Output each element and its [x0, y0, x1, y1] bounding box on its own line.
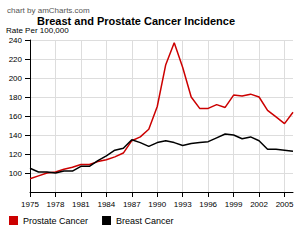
svg-text:1993: 1993	[174, 200, 192, 209]
svg-text:2005: 2005	[276, 200, 294, 209]
svg-text:120: 120	[9, 150, 23, 159]
svg-text:1996: 1996	[199, 200, 217, 209]
svg-text:220: 220	[9, 55, 23, 64]
svg-text:140: 140	[9, 131, 23, 140]
svg-text:1987: 1987	[123, 200, 141, 209]
svg-text:2002: 2002	[250, 200, 268, 209]
svg-text:180: 180	[9, 93, 23, 102]
svg-text:240: 240	[9, 36, 23, 45]
svg-text:1978: 1978	[47, 200, 65, 209]
svg-text:Rate Per 100,000: Rate Per 100,000	[6, 26, 69, 35]
svg-text:100: 100	[9, 169, 23, 178]
svg-text:1981: 1981	[72, 200, 90, 209]
svg-text:1975: 1975	[21, 200, 39, 209]
svg-text:1984: 1984	[97, 200, 115, 209]
svg-text:Prostate Cancer: Prostate Cancer	[23, 216, 88, 226]
svg-text:200: 200	[9, 74, 23, 83]
svg-text:1990: 1990	[148, 200, 166, 209]
svg-text:Breast and Prostate Cancer Inc: Breast and Prostate Cancer Incidence	[37, 15, 235, 27]
svg-text:160: 160	[9, 112, 23, 121]
svg-text:chart by amCharts.com: chart by amCharts.com	[7, 6, 90, 15]
svg-text:Breast Cancer: Breast Cancer	[116, 216, 174, 226]
svg-text:1999: 1999	[225, 200, 243, 209]
